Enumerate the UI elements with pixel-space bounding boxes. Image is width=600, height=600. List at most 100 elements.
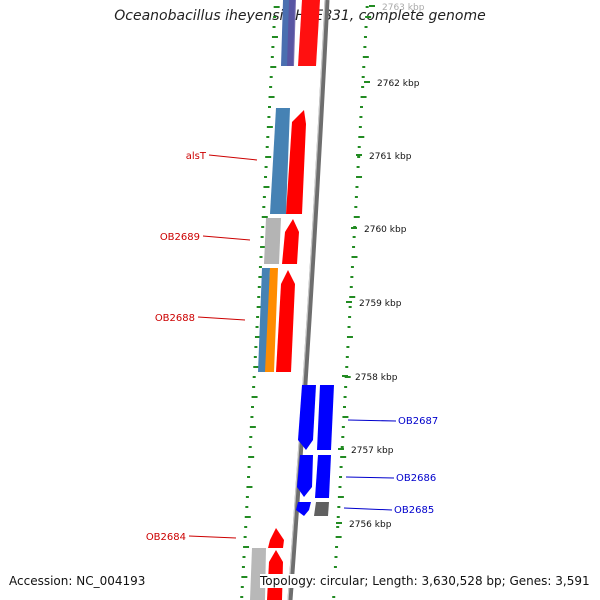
gc-dash xyxy=(358,136,365,138)
gc-dash xyxy=(337,506,341,508)
gc-dash xyxy=(242,556,246,558)
accession-label: Accession: NC_004193 xyxy=(9,574,146,588)
gc-dash xyxy=(349,296,356,298)
scale-label: 2760 kbp xyxy=(364,225,407,235)
gc-dash xyxy=(241,566,245,568)
gc-dash xyxy=(260,236,264,238)
gc-dash xyxy=(267,116,271,118)
scale-label: 2761 kbp xyxy=(369,152,412,162)
gc-dash xyxy=(351,256,358,258)
gc-dash xyxy=(262,206,266,208)
gene-label-leader xyxy=(202,235,251,241)
gene-label-right[interactable]: OB2686 xyxy=(396,473,436,484)
genome-backbone-highlight xyxy=(287,0,326,600)
gc-dash xyxy=(333,566,337,568)
scale-tick xyxy=(346,301,352,303)
gc-dash xyxy=(247,466,251,468)
gc-dash xyxy=(347,326,351,328)
gc-dash xyxy=(352,236,356,238)
gc-dash xyxy=(243,536,247,538)
gene-alsT-blue-track xyxy=(270,108,290,214)
gc-dash xyxy=(339,476,343,478)
gc-dash xyxy=(253,366,260,368)
gc-dash xyxy=(350,276,354,278)
gc-dash xyxy=(273,6,280,8)
gc-dash xyxy=(263,186,270,188)
gene-label-left[interactable]: OB2684 xyxy=(146,532,186,543)
gc-dash xyxy=(346,336,353,338)
gc-dash xyxy=(240,586,244,588)
gc-dash xyxy=(335,536,342,538)
gc-dash xyxy=(269,76,273,78)
gene-label-leader xyxy=(188,535,237,539)
scale-label: 2762 kbp xyxy=(377,79,420,89)
gene-OB2687b-blue-track xyxy=(317,385,334,450)
gc-dash xyxy=(264,176,268,178)
gc-dash xyxy=(271,36,278,38)
gc-dash xyxy=(245,496,249,498)
gc-dash xyxy=(249,426,256,428)
gene-label-leader xyxy=(347,419,397,422)
gc-dash xyxy=(254,346,258,348)
scale-tick xyxy=(364,81,370,83)
gc-dash xyxy=(244,516,251,518)
gene-label-right[interactable]: OB2685 xyxy=(394,505,434,516)
scale-tick xyxy=(338,448,344,450)
gc-dash xyxy=(336,526,340,528)
scale-label: 2757 kbp xyxy=(351,446,394,456)
gc-dash xyxy=(341,436,345,438)
gc-dash xyxy=(256,306,263,308)
gc-dash xyxy=(337,496,344,498)
gene-OB2684-red-arrow-a xyxy=(268,528,284,548)
gc-dash xyxy=(240,596,244,598)
gc-dash xyxy=(358,126,362,128)
gc-dash xyxy=(258,276,265,278)
gc-dash xyxy=(362,56,369,58)
gene-label-left[interactable]: alsT xyxy=(186,151,207,162)
gc-dash xyxy=(350,266,354,268)
gene-label-right[interactable]: OB2687 xyxy=(398,416,438,427)
scale-label: 2763 kbp xyxy=(382,3,425,13)
gene-OB2686a-blue-arrow xyxy=(297,455,313,497)
gc-dash xyxy=(340,446,344,448)
gc-dash xyxy=(339,466,343,468)
gc-dash xyxy=(344,386,348,388)
gc-dash xyxy=(254,336,261,338)
gc-dash xyxy=(355,186,359,188)
scale-label: 2759 kbp xyxy=(359,299,402,309)
feature-tracks xyxy=(250,0,334,600)
gc-dash xyxy=(244,526,248,528)
gc-dash xyxy=(273,16,277,18)
gc-dash xyxy=(345,366,349,368)
gc-dash xyxy=(348,316,352,318)
gc-dash xyxy=(363,46,367,48)
gc-dash xyxy=(361,86,365,88)
gc-dash xyxy=(264,166,268,168)
gene-label-left[interactable]: OB2688 xyxy=(155,313,195,324)
gc-dash xyxy=(252,386,256,388)
gc-dash xyxy=(361,76,365,78)
gc-dash xyxy=(266,136,270,138)
scale-tick xyxy=(342,375,348,377)
gc-dash xyxy=(262,196,266,198)
gc-dash xyxy=(357,146,361,148)
gene-OB2685-gray-track xyxy=(314,502,329,516)
gc-dash xyxy=(247,476,251,478)
gene-label-left[interactable]: OB2689 xyxy=(160,232,200,243)
gc-dash xyxy=(354,196,358,198)
gene-label-leader xyxy=(343,507,393,511)
genome-backbone xyxy=(287,0,330,600)
gene-label-leader xyxy=(208,154,258,161)
gc-dash xyxy=(346,346,350,348)
gc-dash xyxy=(356,176,363,178)
scale-label: 2756 kbp xyxy=(349,520,392,530)
gene-top-purple xyxy=(287,0,296,66)
gene-labels: alsT OB2689 OB2688 OB2684 OB2687 OB2686 OB2685 xyxy=(146,151,438,543)
gc-dash xyxy=(359,116,363,118)
gc-skew-right xyxy=(332,6,372,598)
gc-dash xyxy=(267,106,271,108)
gc-dash xyxy=(363,36,367,38)
gc-dash xyxy=(268,96,275,98)
